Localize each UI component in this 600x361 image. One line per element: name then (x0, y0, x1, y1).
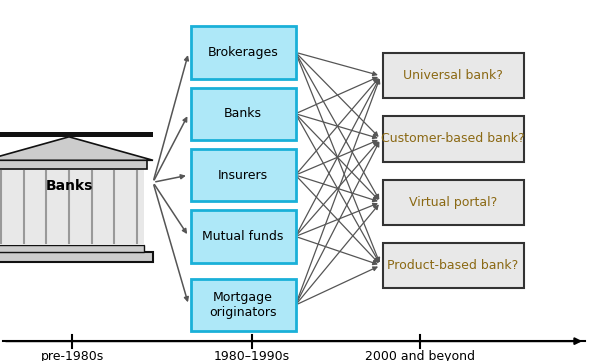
Bar (0, 169, 144, 245)
Text: Mutual funds: Mutual funds (202, 230, 284, 243)
Text: Brokerages: Brokerages (208, 46, 278, 59)
Bar (0, 160, 147, 169)
Text: Product-based bank?: Product-based bank? (388, 259, 518, 272)
Bar (0, 245, 144, 252)
Text: 1980–1990s: 1980–1990s (214, 350, 290, 361)
FancyBboxPatch shape (383, 243, 523, 288)
FancyBboxPatch shape (191, 279, 296, 331)
FancyBboxPatch shape (191, 87, 296, 140)
Text: Banks: Banks (224, 107, 262, 120)
FancyBboxPatch shape (383, 180, 523, 225)
Text: pre-1980s: pre-1980s (40, 350, 104, 361)
Text: Mortgage
originators: Mortgage originators (209, 291, 277, 319)
Polygon shape (0, 137, 153, 160)
Text: Banks: Banks (46, 179, 92, 193)
Text: Virtual portal?: Virtual portal? (409, 196, 497, 209)
Bar (0, 252, 153, 262)
FancyBboxPatch shape (191, 149, 296, 201)
Text: Universal bank?: Universal bank? (403, 69, 503, 82)
Text: Customer-based bank?: Customer-based bank? (381, 132, 525, 145)
FancyBboxPatch shape (383, 116, 523, 162)
Text: 2000 and beyond: 2000 and beyond (365, 350, 475, 361)
FancyBboxPatch shape (191, 210, 296, 263)
Text: Insurers: Insurers (218, 169, 268, 182)
FancyBboxPatch shape (191, 26, 296, 78)
Bar (0, 132, 153, 137)
FancyBboxPatch shape (383, 53, 523, 98)
